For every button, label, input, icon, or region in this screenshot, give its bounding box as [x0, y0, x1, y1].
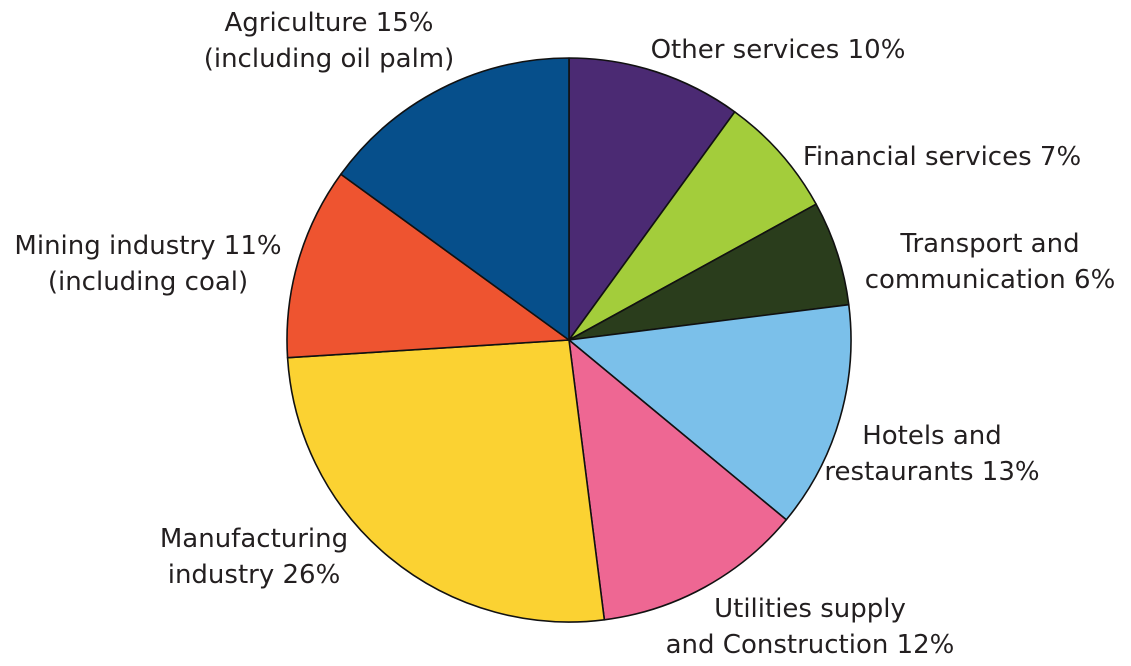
slice-label: Manufacturing industry 26%: [160, 524, 348, 590]
pie-slice: [286, 173, 570, 359]
pie-labels: Other services 10% Financial services 7% T…: [14, 8, 1115, 660]
pie-slice: [568, 57, 736, 341]
slice-label-line: communication 6%: [865, 265, 1116, 295]
pie-slice: [340, 57, 570, 341]
slice-label-line: Transport and: [899, 229, 1079, 259]
slice-label: Other services 10%: [651, 35, 906, 65]
pie-slice: [568, 303, 852, 521]
slice-label: Transport and communication 6%: [865, 229, 1116, 295]
pie-slice: [286, 339, 606, 623]
slice-label: Agriculture 15% (including oil palm): [204, 8, 455, 74]
pie-slice: [568, 111, 817, 341]
slice-label-line: Other services 10%: [651, 35, 906, 65]
slice-label-line: Mining industry 11%: [14, 231, 281, 261]
slice-label-line: Utilities supply: [714, 594, 906, 624]
slice-label-line: Manufacturing: [160, 524, 348, 554]
slice-label: Financial services 7%: [803, 142, 1081, 172]
slice-label-line: restaurants 13%: [824, 457, 1039, 487]
slice-label-line: industry 26%: [168, 560, 341, 590]
pie-slice: [568, 339, 788, 621]
slice-label-line: (including coal): [48, 267, 248, 297]
slice-label: Mining industry 11% (including coal): [14, 231, 281, 297]
slice-label: Utilities supply and Construction 12%: [666, 594, 955, 660]
slice-label-line: and Construction 12%: [666, 630, 955, 660]
slice-label-line: Agriculture 15%: [224, 8, 433, 38]
pie-slices: [286, 57, 852, 623]
slice-label-line: Financial services 7%: [803, 142, 1081, 172]
slice-label-line: (including oil palm): [204, 44, 455, 74]
slice-label-line: Hotels and: [862, 421, 1002, 451]
slice-label: Hotels and restaurants 13%: [824, 421, 1039, 487]
